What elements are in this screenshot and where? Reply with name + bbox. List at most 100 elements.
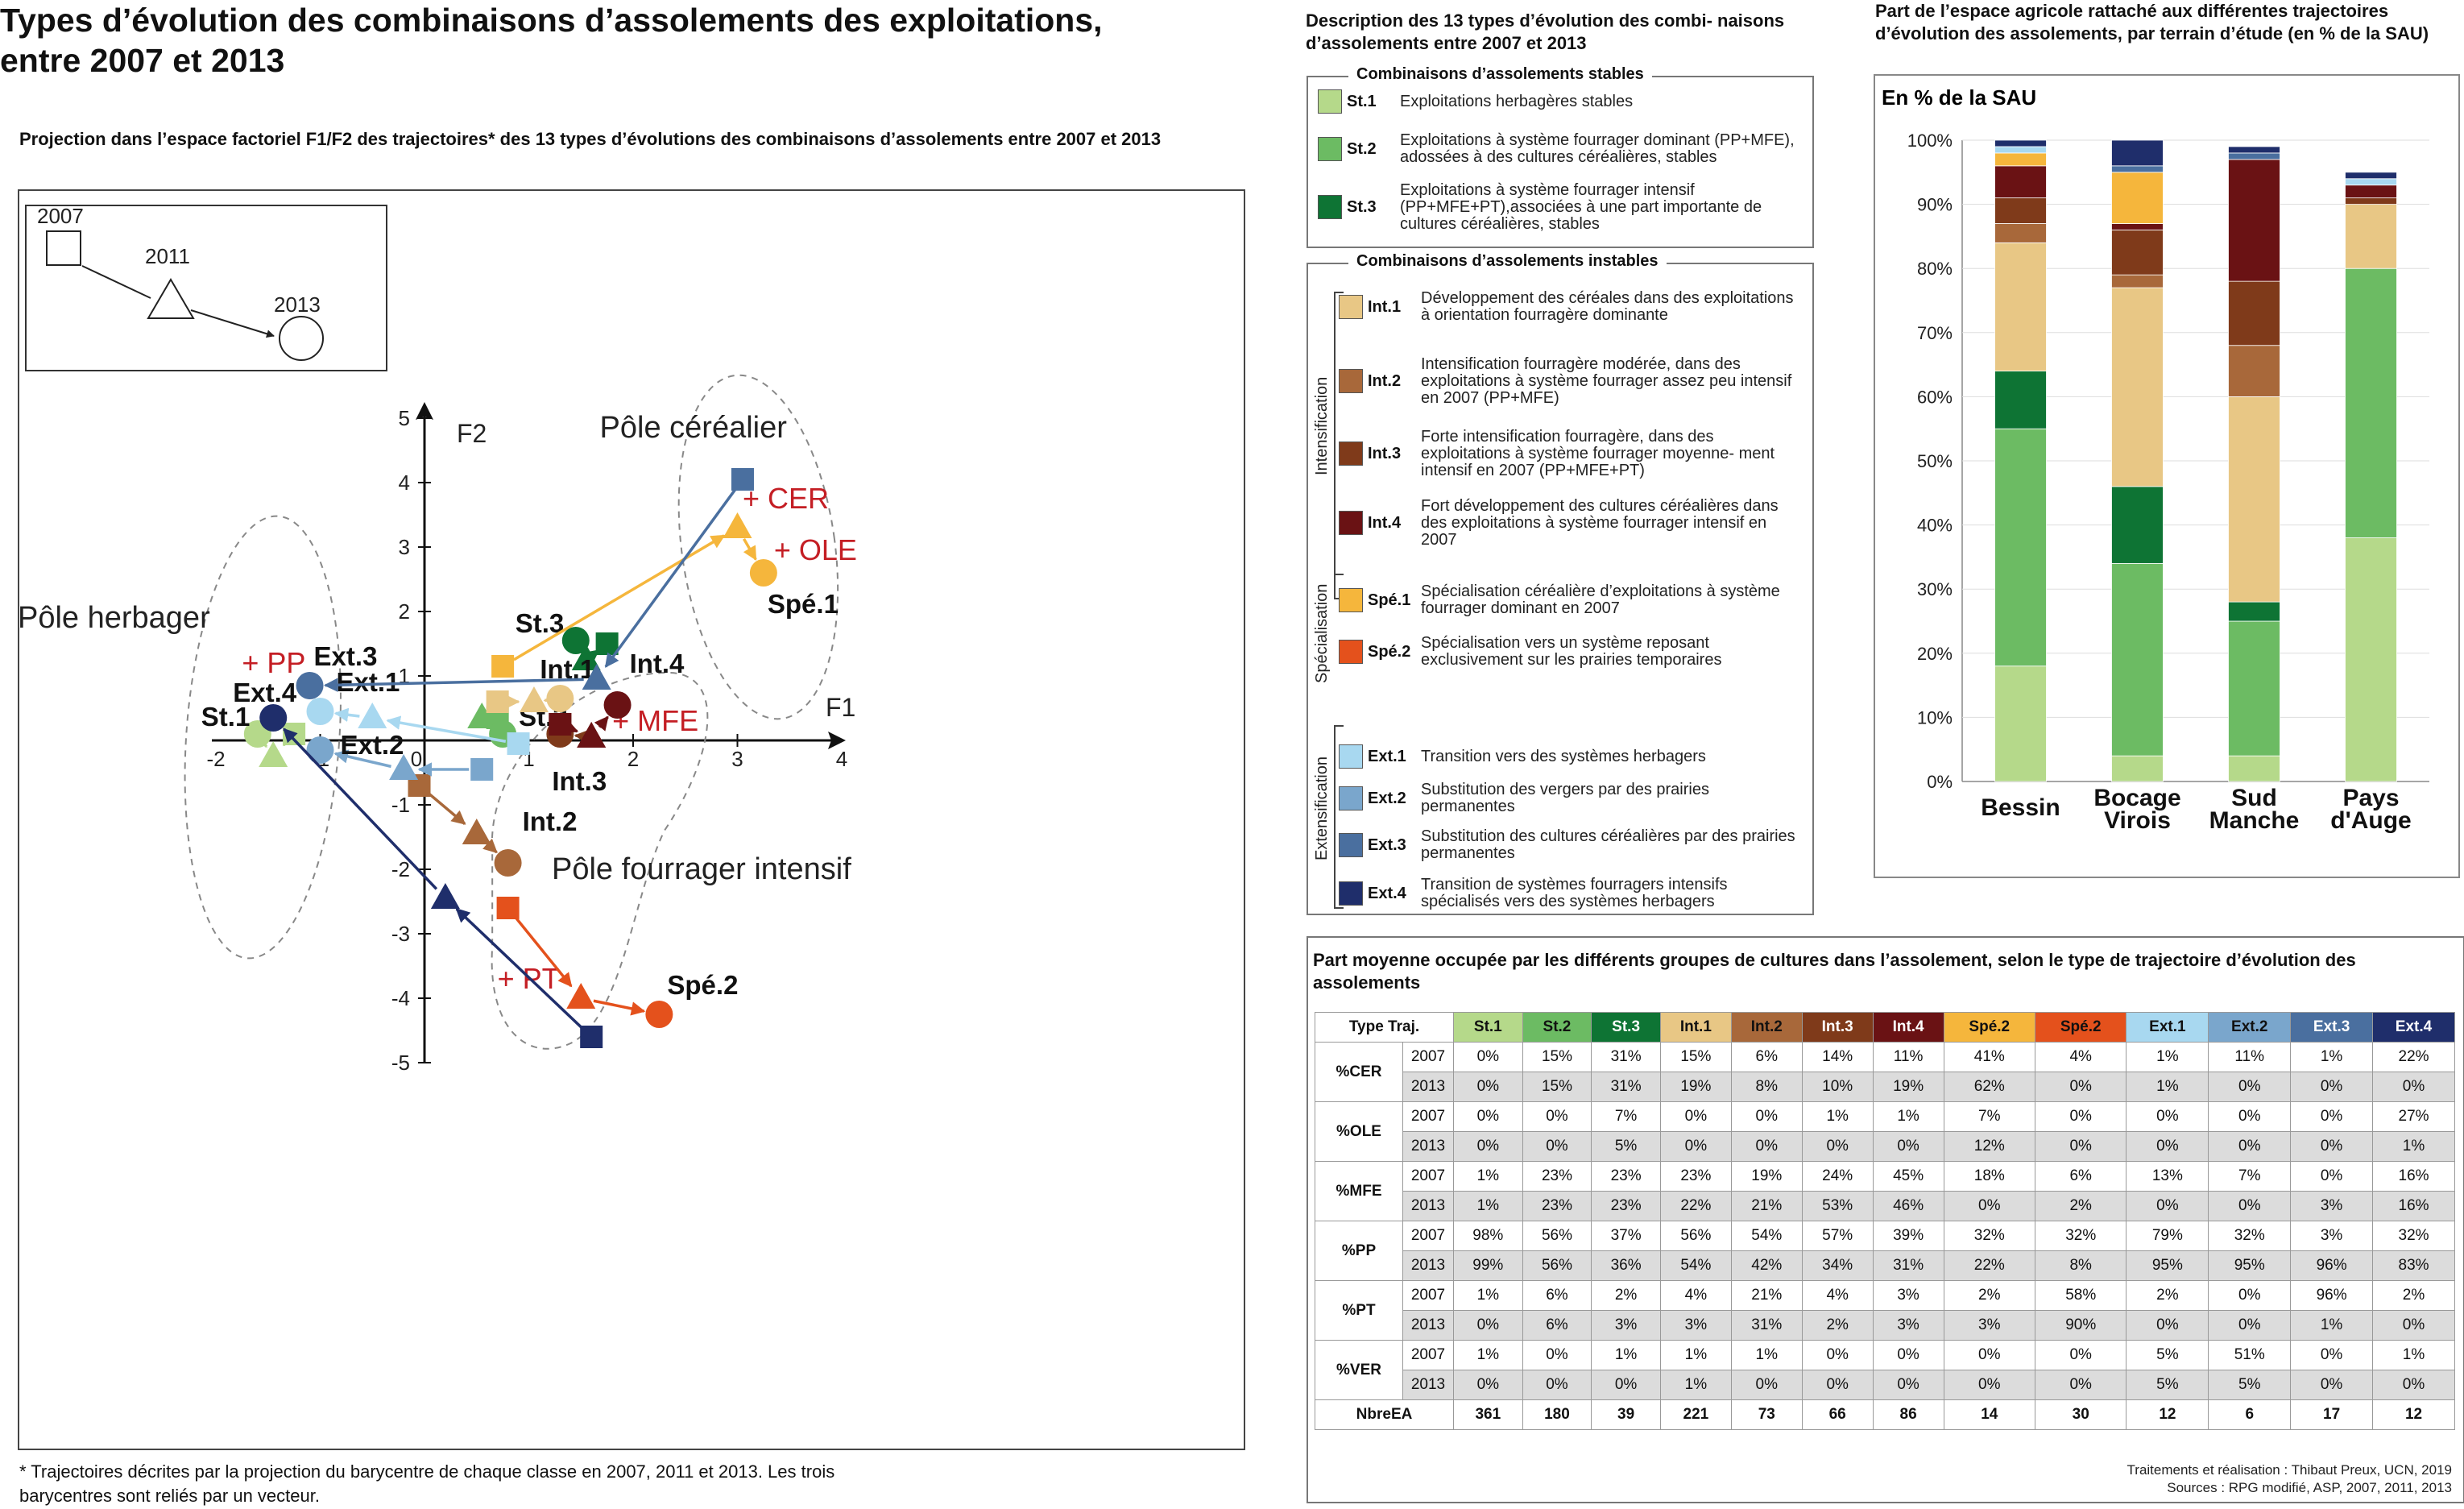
bar-segment-ext1 [1994, 146, 2047, 154]
traj-ext2-b-vector [333, 749, 391, 769]
traj-spe2-2011-triangle [566, 983, 596, 1009]
x-axis-label: F1 [826, 693, 855, 722]
bar-segment-st3 [1994, 371, 2047, 429]
table-cell: 56% [1659, 1221, 1732, 1251]
legend-year-2007: 2007 [37, 204, 84, 228]
traj-st1-b-vector [253, 732, 268, 748]
pole-cerealier-label: Pôle céréalier [600, 411, 788, 445]
table-cell: 23% [1591, 1191, 1661, 1221]
traj-ext4-label: Ext.4 [233, 678, 297, 707]
axis-annotation: + CER [743, 482, 829, 515]
bar-segment-int1 [2111, 287, 2164, 487]
bar-y-tick-label: 70% [1917, 323, 1953, 343]
traj-ext4-2007-square [580, 1026, 603, 1048]
table-cell: 95% [2208, 1250, 2292, 1281]
table-cell: 2% [2126, 1280, 2209, 1311]
table-cell: 54% [1659, 1250, 1732, 1281]
traj-ext2-2007-square [470, 758, 494, 781]
legend-desc: Substitution des cultures céréalières pa… [1421, 827, 1795, 862]
bar-y-tick-label: 30% [1917, 579, 1953, 599]
table-total-cell: 221 [1659, 1399, 1732, 1430]
table-cell: 8% [2034, 1250, 2127, 1281]
pole-fourrager-label: Pôle fourrager intensif [552, 852, 851, 886]
traj-spe1-a-vector [513, 534, 726, 661]
bar-category-word: Bocage [2093, 785, 2180, 811]
table-col-header: St.2 [1522, 1012, 1592, 1043]
table-cell: 0% [2208, 1280, 2292, 1311]
table-cell: 22% [1659, 1191, 1732, 1221]
traj-ext1-2007-square [507, 732, 530, 755]
table-cell: 37% [1591, 1221, 1661, 1251]
table-panel: Part moyenne occupée par les différents … [1307, 936, 2464, 1503]
legend-row-int1: Int.1 Développement des céréales dans des… [1308, 279, 1812, 335]
table-cell: 1% [1730, 1340, 1803, 1370]
table-col-header: Int.3 [1801, 1012, 1874, 1043]
traj-ext3-b-vector [323, 678, 584, 692]
table-cell: 23% [1522, 1191, 1592, 1221]
traj-int1-2011-triangle [519, 686, 549, 712]
pole-fourrager-ellipse [491, 671, 709, 1050]
bar-category-word: d'Auge [2330, 807, 2411, 834]
traj-int4-b-vector [594, 715, 609, 732]
table-cell: 56% [1522, 1221, 1592, 1251]
legend-code: St.3 [1347, 197, 1377, 216]
table-cell: 0% [2290, 1101, 2374, 1132]
bar-y-tick-label: 80% [1917, 259, 1953, 279]
table-row: 2013 1% 23% 23% 22% 21% 53% 46% 0% 2% 0% 0% 3% 16% [1315, 1191, 2455, 1221]
legend-code: Ext.2 [1368, 789, 1406, 807]
bar-segment-int1 [2228, 396, 2280, 603]
legend-code: St.1 [1347, 92, 1377, 110]
table-cell: 1% [1801, 1101, 1874, 1132]
traj-ext4-a-vector [455, 907, 583, 1030]
y-tick-label: -5 [391, 1051, 410, 1075]
table-cell: 1% [1453, 1161, 1523, 1192]
table-cell: 15% [1522, 1042, 1592, 1072]
table-cell: 0% [1522, 1131, 1592, 1162]
bar-chart: En % de la SAU 0% 10% 20% 30% 40% 50% 60% 70% 80… [1874, 74, 2460, 878]
table-cell: 0% [1943, 1370, 2036, 1400]
table-cell: 42% [1730, 1250, 1803, 1281]
table-row: %CER 2007 0% 15% 31% 15% 6% 14% 11% 41% 4% 1% 11% 1% 2… [1315, 1042, 2455, 1102]
x-tick-label: 4 [836, 747, 847, 771]
table-total-cell: 39 [1591, 1399, 1661, 1430]
traj-st3-2007-square [595, 632, 619, 655]
table-col-header: Spé.2 [2034, 1012, 2127, 1043]
table-cell: 46% [1872, 1191, 1944, 1221]
table-col-header: Ext.4 [2372, 1012, 2455, 1043]
traj-int4-2013-circle [603, 691, 632, 719]
table-row: %OLE 2007 0% 0% 7% 0% 0% 1% 1% 7% 0% 0% 0% 0% 27% [1315, 1101, 2455, 1162]
legend-row-spe2: Spé.2 Spécialisation vers un système repo… [1308, 632, 1812, 672]
table-cell: 0% [1730, 1131, 1803, 1162]
table-row: 2013 0% 0% 5% 0% 0% 0% 0% 12% 0% 0% 0% 0% 1% [1315, 1131, 2455, 1162]
table-cell: 23% [1659, 1161, 1732, 1192]
table-cell: 41% [1943, 1042, 2036, 1072]
table-cell: 1% [1872, 1101, 1944, 1132]
table-group-label: %PT [1315, 1280, 1403, 1341]
table-cell: 0% [2372, 1310, 2455, 1341]
bar-segment-ext4 [2228, 146, 2280, 154]
bar-chart-ylabel: En % de la SAU [1882, 85, 2036, 110]
bar-segment-spe1 [2111, 172, 2164, 224]
legend-desc: Exploitations à système fourrager intens… [1400, 180, 1762, 233]
table-cell: 1% [1453, 1191, 1523, 1221]
table-cell: 1% [2290, 1042, 2374, 1072]
table-cell: 0% [1730, 1101, 1803, 1132]
year-legend-frame [25, 205, 387, 371]
table-year-cell: 2013 [1402, 1310, 1454, 1341]
title-line-2: entre 2007 et 2013 [0, 42, 285, 79]
y-tick-label: -1 [391, 793, 410, 817]
bar-segment-ext3 [2228, 152, 2280, 160]
table-cell: 0% [1522, 1370, 1592, 1400]
table-row: %VER 2007 1% 0% 1% 1% 1% 0% 0% 0% 0% 5% 51% 0% 1% [1315, 1340, 2455, 1400]
bar-segment-int2 [2228, 345, 2280, 397]
table-cell: 79% [2126, 1221, 2209, 1251]
table-year-cell: 2013 [1402, 1370, 1454, 1400]
traj-st1-2007-square [283, 723, 306, 745]
table-cell: 11% [2208, 1042, 2292, 1072]
table-col-header: Ext.1 [2126, 1012, 2209, 1043]
table-cell: 2% [1801, 1310, 1874, 1341]
traj-ext1-2013-circle [306, 698, 334, 725]
table-cell: 0% [1453, 1101, 1523, 1132]
legend-swatch [1318, 89, 1342, 114]
y-tick-label: 4 [399, 471, 410, 495]
